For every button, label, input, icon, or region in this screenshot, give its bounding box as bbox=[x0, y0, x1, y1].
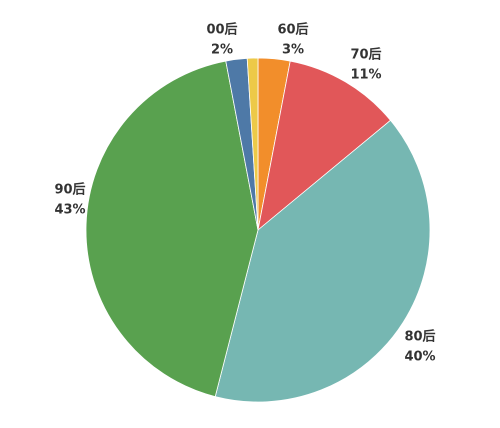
slice-label: 70后 bbox=[350, 47, 381, 63]
value-label: 3% bbox=[282, 43, 304, 58]
slice-label: 00后 bbox=[206, 22, 237, 38]
slice-label: 90后 bbox=[54, 182, 85, 198]
value-label: 40% bbox=[404, 350, 435, 365]
value-label: 2% bbox=[211, 43, 233, 58]
slice-label: 60后 bbox=[277, 22, 308, 38]
slice-label: 80后 bbox=[404, 329, 435, 345]
pie-slice bbox=[246, 57, 259, 231]
pie-slice bbox=[85, 60, 259, 398]
pie-slice bbox=[257, 60, 392, 232]
value-label: 43% bbox=[54, 203, 85, 218]
pie-slice bbox=[214, 119, 431, 403]
value-label: 11% bbox=[350, 68, 381, 83]
